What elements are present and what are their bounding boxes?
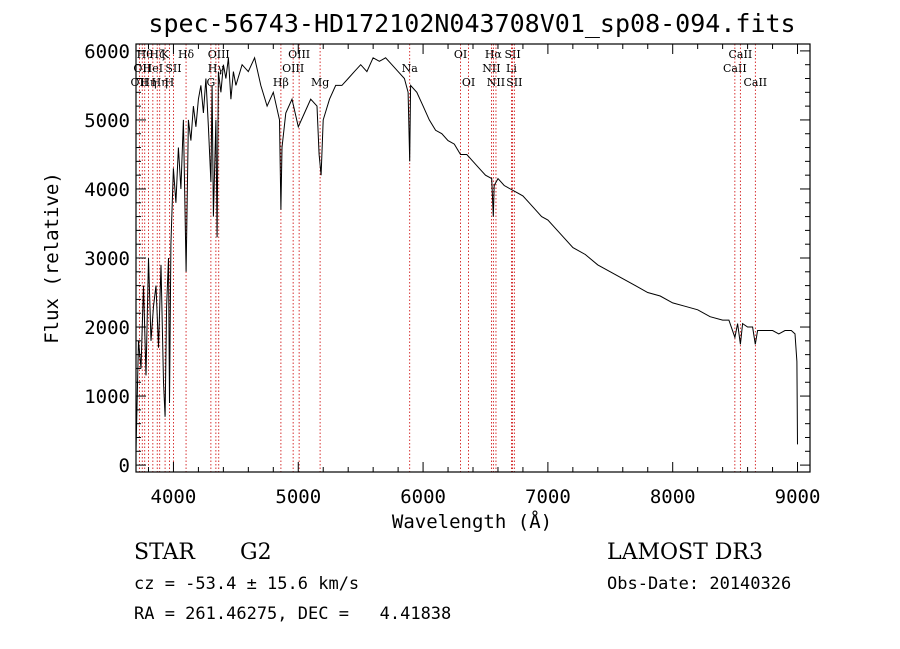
line-marker-label: K	[161, 48, 170, 61]
line-marker-label: NII	[482, 62, 500, 75]
line-marker-label: Hζ	[149, 48, 165, 61]
line-marker-label: OIII	[208, 48, 230, 61]
line-marker-label: H	[165, 76, 175, 89]
y-tick-label: 5000	[84, 110, 130, 132]
line-marker-label: Na	[402, 62, 419, 75]
spectrum-series	[135, 56, 798, 452]
line-marker-label: OII	[131, 76, 149, 89]
plot-frame	[135, 43, 811, 473]
line-marker-label: Mg	[311, 76, 329, 89]
x-tick-label: 4000	[151, 486, 197, 508]
line-marker-label: OII	[133, 62, 151, 75]
x-tick-label: 6000	[400, 486, 446, 508]
y-tick-label: 1000	[84, 386, 130, 408]
line-marker-label: SII	[504, 48, 520, 61]
x-tick-label: 8000	[650, 486, 696, 508]
line-marker-label: Li	[506, 62, 517, 75]
line-marker-label: HeI	[143, 62, 163, 75]
line-marker-label: OI	[454, 48, 467, 61]
line-marker-label: SII	[506, 76, 522, 89]
line-marker-label: Hα	[485, 48, 503, 61]
line-marker-label: CaII	[729, 48, 753, 61]
y-tick-label: 4000	[84, 179, 130, 201]
line-marker-label: Hδ	[178, 48, 195, 61]
line-marker-label: NII	[487, 76, 505, 89]
line-marker-label: OI	[462, 76, 475, 89]
coordinates: RA = 261.46275, DEC = 4.41838	[134, 604, 452, 624]
object-class: STAR	[134, 540, 195, 565]
observation-date: Obs-Date: 20140326	[607, 574, 792, 594]
line-marker-label: CaII	[723, 62, 747, 75]
line-marker-label: SII	[165, 62, 181, 75]
object-subclass: G2	[240, 540, 272, 565]
spectrum-line	[135, 56, 798, 452]
x-tick-label: 9000	[775, 486, 821, 508]
y-tick-label: 2000	[84, 317, 130, 339]
x-axis-label: Wavelength (Å)	[392, 510, 552, 533]
y-axis: 0 1000 2000 3000 4000 5000 6000	[84, 41, 810, 477]
line-marker-label: OIII	[288, 48, 310, 61]
line-marker-label: OIII	[282, 62, 304, 75]
line-marker-label: Hη	[152, 76, 168, 89]
line-marker-label: G	[206, 76, 215, 89]
y-tick-label: 3000	[84, 248, 130, 270]
redshift-cz: cz = -53.4 ± 15.6 km/s	[134, 574, 360, 594]
x-tick-label: 7000	[525, 486, 571, 508]
chart-title: spec-56743-HD172102N043708V01_sp08-094.f…	[148, 9, 795, 38]
x-axis: 4000 5000 6000 7000 8000 9000	[147, 44, 821, 508]
y-tick-label: 0	[119, 455, 130, 477]
survey-name: LAMOST DR3	[607, 540, 763, 565]
x-tick-label: 5000	[275, 486, 321, 508]
y-axis-label: Flux (relative)	[41, 172, 63, 344]
line-markers: OIIOIIHθHηHeIHζHηKHSIIHδGHγOIIIHβOIIIOII…	[131, 44, 767, 472]
line-marker-label: Hβ	[273, 76, 289, 89]
line-marker-label: CaII	[743, 76, 767, 89]
y-tick-label: 6000	[84, 41, 130, 63]
line-marker-label: Hγ	[208, 62, 225, 75]
